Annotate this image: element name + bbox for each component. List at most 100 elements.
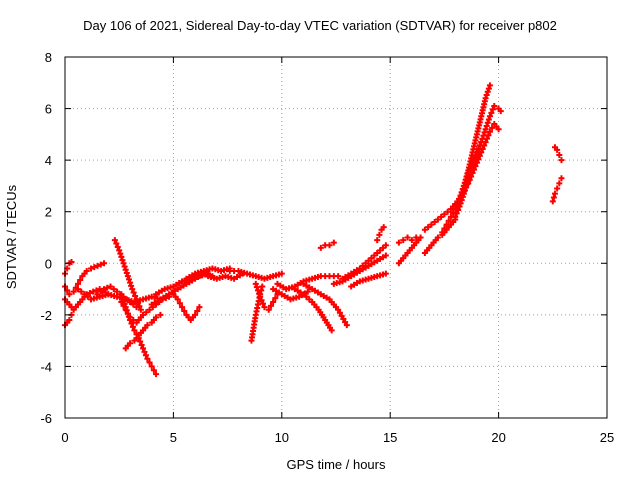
data-point <box>132 292 139 299</box>
data-point <box>144 322 151 329</box>
data-point <box>114 243 121 250</box>
data-point <box>104 284 111 291</box>
x-axis-label: GPS time / hours <box>286 457 386 472</box>
data-point <box>328 327 335 334</box>
data-point <box>404 234 411 241</box>
data-point <box>330 239 337 246</box>
data-point <box>267 302 274 309</box>
data-point <box>382 242 389 249</box>
data-point <box>374 237 381 244</box>
data-point <box>558 157 565 164</box>
data-point <box>119 257 126 264</box>
data-point <box>84 293 91 300</box>
data-point <box>88 265 95 272</box>
data-point <box>556 151 563 158</box>
data-point <box>124 273 131 280</box>
data-point <box>176 300 183 307</box>
data-point <box>472 155 479 162</box>
data-point <box>97 288 104 295</box>
data-point <box>335 306 342 313</box>
data-point <box>428 221 435 228</box>
data-point <box>335 273 342 280</box>
data-point <box>481 129 488 136</box>
data-point <box>78 288 85 295</box>
data-point <box>443 221 450 228</box>
data-point <box>453 210 460 217</box>
x-tick-label: 20 <box>491 430 505 445</box>
data-point <box>256 290 263 297</box>
data-point <box>114 288 121 295</box>
data-point <box>468 168 475 175</box>
data-point <box>466 174 473 181</box>
data-point <box>260 300 267 307</box>
grid-lines <box>65 57 607 418</box>
data-point <box>181 307 188 314</box>
data-point <box>123 269 130 276</box>
data-point <box>148 363 155 370</box>
data-point <box>380 224 387 231</box>
data-point <box>138 341 145 348</box>
data-point <box>434 234 441 241</box>
data-point <box>317 244 324 251</box>
data-point <box>174 296 181 303</box>
data-point <box>179 304 186 311</box>
data-point <box>338 312 345 319</box>
data-point <box>265 306 272 313</box>
data-point <box>408 237 415 244</box>
data-point <box>66 291 73 298</box>
data-point <box>438 213 445 220</box>
data-point <box>475 148 482 155</box>
data-point <box>94 262 101 269</box>
data-point <box>486 82 493 89</box>
data-point <box>130 301 137 308</box>
data-point <box>144 355 151 362</box>
data-point <box>326 242 333 249</box>
data-point <box>118 298 125 305</box>
data-point <box>77 277 84 284</box>
axis-tick-labels: 0 5 10 15 20 25 -6 -4 -2 0 2 4 6 8 <box>40 50 614 445</box>
data-point <box>258 297 265 304</box>
data-point <box>93 287 100 294</box>
data-point <box>118 291 125 298</box>
data-point <box>272 295 279 302</box>
data-point <box>153 371 160 378</box>
y-tick-label: 4 <box>45 153 52 168</box>
data-point <box>445 217 452 224</box>
data-point <box>257 293 264 300</box>
data-point <box>127 279 134 286</box>
data-point <box>455 206 462 213</box>
data-point <box>124 310 131 317</box>
data-point <box>497 108 504 115</box>
data-point <box>463 184 470 191</box>
data-point <box>127 298 134 305</box>
data-point <box>473 151 480 158</box>
data-point <box>457 200 464 207</box>
data-point <box>141 348 148 355</box>
data-point <box>157 311 164 318</box>
data-point <box>554 146 561 153</box>
data-point <box>86 289 93 296</box>
data-point <box>90 288 97 295</box>
data-point <box>549 198 556 205</box>
data-point <box>75 286 82 293</box>
data-point <box>111 237 118 244</box>
data-point <box>120 302 127 309</box>
data-point <box>431 219 438 226</box>
data-point <box>146 306 153 313</box>
data-point <box>395 239 402 246</box>
data-point <box>107 283 114 290</box>
data-point <box>142 352 149 359</box>
data-point <box>140 311 147 318</box>
data-point <box>382 270 389 277</box>
data-point <box>129 323 136 330</box>
data-point <box>461 187 468 194</box>
data-point <box>486 128 493 135</box>
data-point <box>551 190 558 197</box>
data-point <box>83 268 90 275</box>
data-point <box>425 224 432 231</box>
data-point <box>150 367 157 374</box>
data-point <box>554 185 561 192</box>
y-tick-label: 8 <box>45 50 52 65</box>
data-point <box>495 126 502 133</box>
